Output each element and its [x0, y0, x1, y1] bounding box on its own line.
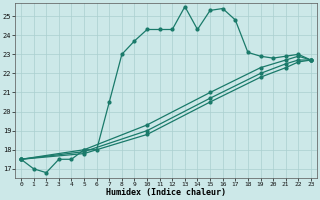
- X-axis label: Humidex (Indice chaleur): Humidex (Indice chaleur): [106, 188, 226, 197]
